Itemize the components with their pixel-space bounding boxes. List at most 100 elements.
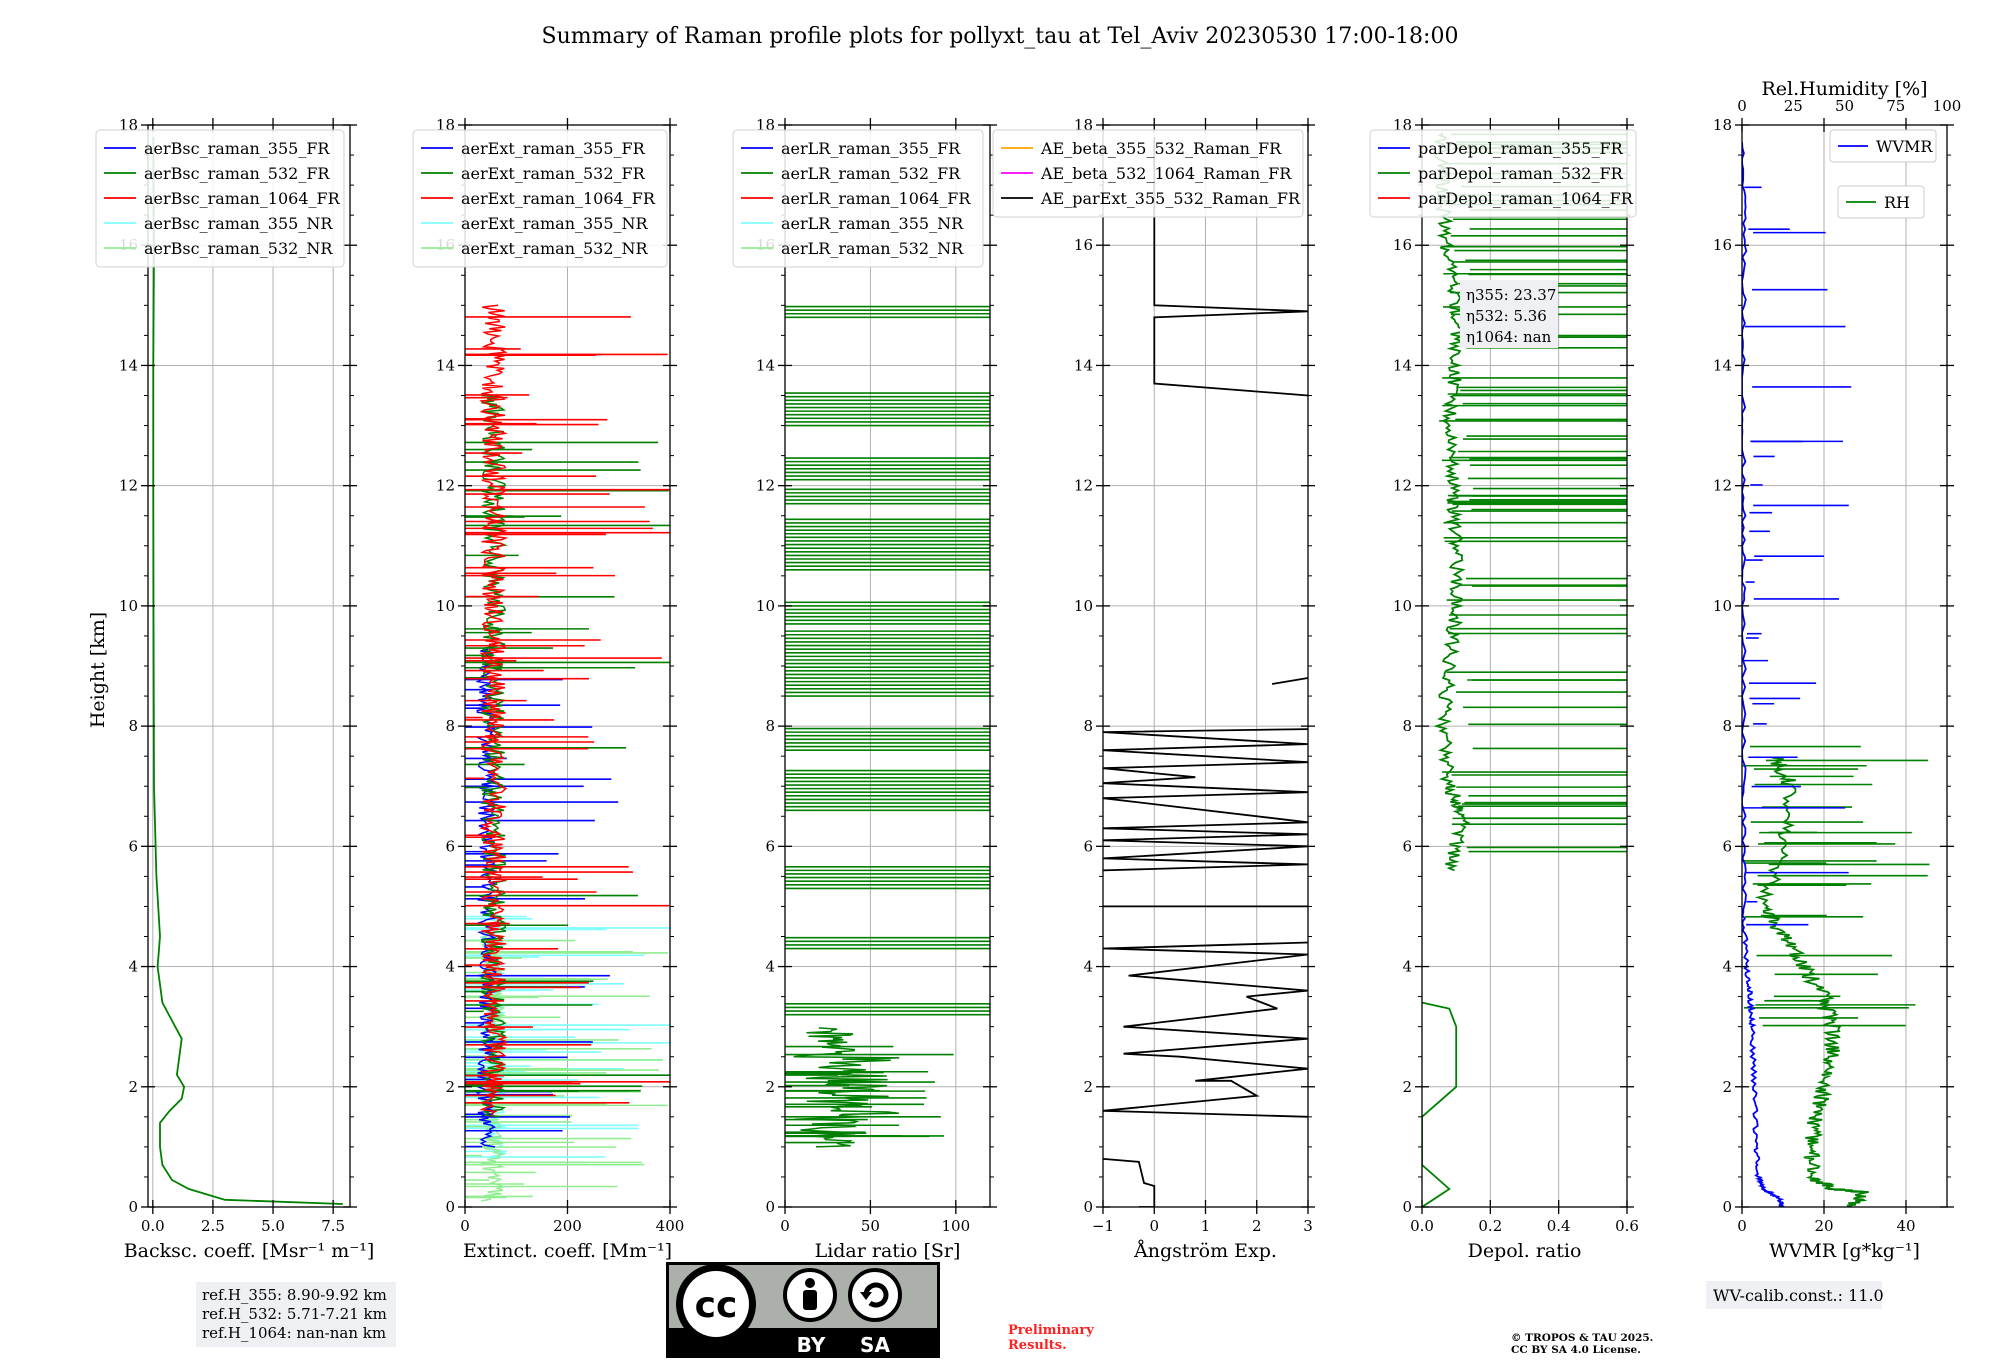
x-tick-label: 5.0: [261, 1217, 285, 1235]
legend-label: parDepol_raman_1064_FR: [1418, 189, 1634, 208]
eta-label: η1064: nan: [1466, 328, 1552, 346]
y-tick-label: 10: [1393, 597, 1412, 615]
x-tick-label: 1: [1201, 1217, 1211, 1235]
legend-label: aerBsc_raman_355_FR: [144, 139, 330, 158]
eta-label: η532: 5.36: [1466, 307, 1547, 325]
rh-line: [1754, 756, 1869, 1207]
wv-calib-text: WV-calib.const.: 11.0: [1713, 1286, 1884, 1305]
wv-calib-box: WV-calib.const.: 11.0: [1706, 1281, 1884, 1309]
series-line: [1103, 941, 1308, 1118]
plot-area: [1103, 137, 1308, 1207]
legend: aerBsc_raman_355_FR aerBsc_raman_532_FRae…: [95, 129, 345, 268]
series-line: [793, 1027, 900, 1148]
top-axis-label: Rel.Humidity [%]: [1761, 78, 1927, 100]
legend-label: RH: [1884, 193, 1910, 212]
y-tick-label: 0: [765, 1198, 775, 1216]
plot-area: [465, 304, 670, 1202]
ref-heights-box: ref.H_355: 8.90-9.92 km ref.H_532: 5.71-…: [196, 1282, 396, 1347]
y-tick-label: 2: [445, 1078, 455, 1096]
cc-letters: cc: [695, 1285, 738, 1326]
legend-label: aerLR_raman_355_NR: [781, 214, 964, 233]
legend-label: aerBsc_raman_532_NR: [144, 239, 333, 258]
legend-label: aerLR_raman_1064_FR: [781, 189, 971, 208]
legend-box: [1829, 129, 1937, 163]
series-line: [1433, 132, 1471, 872]
y-tick-label: 4: [445, 958, 455, 976]
x-tick-label: 0: [780, 1217, 790, 1235]
legend-label: WVMR: [1876, 137, 1933, 156]
legend-label: aerBsc_raman_355_NR: [144, 214, 333, 233]
sa-arrow-head: [860, 1292, 872, 1300]
y-tick-label: 4: [1402, 958, 1412, 976]
x-tick-label: 0: [460, 1217, 470, 1235]
y-tick-label: 8: [765, 717, 775, 735]
legend-label: aerExt_raman_532_FR: [461, 164, 646, 183]
x-tick-label: 400: [656, 1217, 685, 1235]
x-tick-label: 200: [553, 1217, 582, 1235]
legend-box: [1369, 129, 1637, 218]
legend-box: [412, 129, 668, 268]
y-tick-label: 0: [1083, 1198, 1093, 1216]
y-tick-label: 12: [436, 477, 455, 495]
chart-panel-ext: 0246810121416180200400Extinct. coeff. [M…: [412, 116, 685, 1262]
y-tick-label: 12: [1713, 477, 1732, 495]
chart-panel-lr: 024681012141618050100Lidar ratio [Sr]aer…: [732, 116, 997, 1262]
wv-calib-background: [1706, 1281, 1882, 1309]
y-tick-label: 18: [1713, 116, 1732, 134]
y-tick-label: 14: [119, 356, 138, 374]
y-tick-label: 0: [445, 1198, 455, 1216]
x-tick-label: 0.0: [141, 1217, 165, 1235]
x-tick-label: 50: [861, 1217, 880, 1235]
axes-frame: [784, 124, 991, 1208]
y-tick-label: 6: [1722, 837, 1732, 855]
y-tick-label: 16: [1074, 236, 1093, 254]
x-axis-label: Extinct. coeff. [Mm⁻¹]: [463, 1240, 672, 1262]
legend-label: aerExt_raman_1064_FR: [461, 189, 656, 208]
copyright-line-1: © TROPOS & TAU 2025.: [1511, 1332, 1653, 1344]
x-tick-label: −1: [1092, 1217, 1114, 1235]
sa-arrow: [863, 1282, 889, 1308]
legend: aerLR_raman_355_FR aerLR_raman_532_FR aerL…: [732, 129, 984, 268]
legend-label: AE_parExt_355_532_Raman_FR: [1040, 189, 1301, 208]
legend-box: [95, 129, 345, 268]
legend-wvmr: WVMR: [1829, 129, 1937, 163]
y-tick-label: 14: [756, 356, 775, 374]
x-tick-label: 0.0: [1410, 1217, 1434, 1235]
legend-label: aerLR_raman_532_FR: [781, 164, 961, 183]
y-tick-label: 14: [436, 356, 455, 374]
x-axis-label: Depol. ratio: [1468, 1240, 1582, 1262]
legend-label: parDepol_raman_355_FR: [1418, 139, 1624, 158]
y-tick-label: 2: [1083, 1078, 1093, 1096]
x-tick-label: 2.5: [201, 1217, 225, 1235]
chart-panel-wv: 0 2 4 6 8 10 12 14 16 18 0 20 40 WVMR [g*kg⁻¹] 0 25 50 75…: [1713, 78, 1961, 1262]
y-tick-label: 12: [1393, 477, 1412, 495]
plot-area: [1742, 142, 1930, 1207]
legend-box: [1837, 185, 1925, 219]
legend: aerExt_raman_355_FR aerExt_raman_532_FRae…: [412, 129, 668, 268]
copyright-line-2: CC BY SA 4.0 License.: [1511, 1344, 1641, 1356]
x-tick-label: 2: [1252, 1217, 1262, 1235]
x-tick-label: 3: [1303, 1217, 1313, 1235]
y-tick-label: 12: [1074, 477, 1093, 495]
y-tick-label: 10: [1074, 597, 1093, 615]
series-line: [1103, 728, 1308, 872]
wvmr-line: [1742, 142, 1785, 1207]
legend-rh: RH: [1837, 185, 1925, 219]
y-tick-label: 4: [128, 958, 138, 976]
sa-share-icon: [848, 1268, 902, 1322]
series-line: [1271, 677, 1308, 685]
y-tick-label: 16: [1713, 236, 1732, 254]
preliminary-line-2: Results.: [1008, 1338, 1067, 1353]
y-tick-label: 0: [1402, 1198, 1412, 1216]
top-x-tick-label: 50: [1835, 97, 1854, 115]
x-tick-label: 7.5: [321, 1217, 345, 1235]
x-axis-label: Backsc. coeff. [Msr⁻¹ m⁻¹]: [124, 1240, 375, 1262]
eta-label: η355: 23.37: [1466, 286, 1556, 304]
by-label: BY: [797, 1333, 826, 1357]
y-tick-label: 8: [1722, 717, 1732, 735]
sa-label: SA: [860, 1333, 890, 1357]
series-line: [478, 304, 509, 1118]
y-tick-label: 14: [1713, 356, 1732, 374]
